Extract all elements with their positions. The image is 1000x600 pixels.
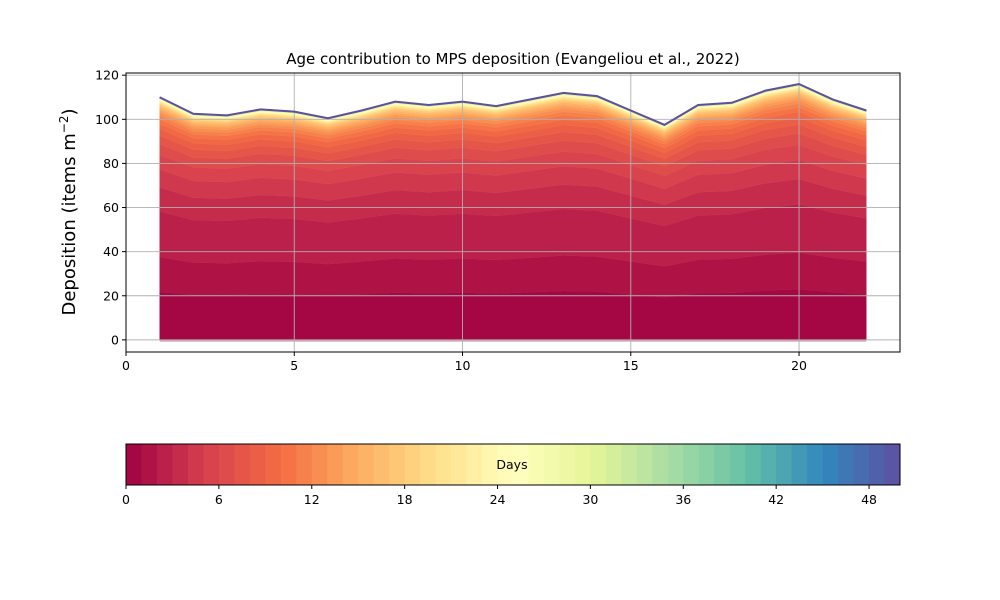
x-tick-label: 0 [122, 358, 130, 373]
colorbar-segment-49 [884, 444, 901, 485]
colorbar-segment-48 [869, 444, 886, 485]
x-tick-label: 20 [791, 358, 807, 373]
colorbar-segment-29 [574, 444, 591, 485]
plot-area [159, 83, 867, 342]
colorbar-segment-6 [218, 444, 235, 485]
colorbar-segment-45 [822, 444, 839, 485]
colorbar-segment-35 [667, 444, 684, 485]
colorbar-segment-19 [420, 444, 437, 485]
colorbar-segment-25 [513, 444, 529, 485]
colorbar-tick-label: 6 [215, 492, 223, 507]
x-tick-label: 10 [455, 358, 471, 373]
total-series-line [159, 82, 867, 126]
colorbar-segment-31 [605, 444, 622, 485]
colorbar-frame [125, 443, 901, 486]
colorbar-segment-37 [698, 444, 715, 485]
colorbar-segment-15 [358, 444, 375, 485]
colorbar-tick-label: 42 [768, 492, 784, 507]
colorbar-segment-5 [203, 444, 220, 485]
colorbar-segment-21 [451, 444, 468, 485]
y-tick-label: 60 [103, 200, 119, 215]
y-tick-label: 20 [103, 288, 119, 303]
colorbar-segment-39 [729, 444, 746, 485]
colorbar-segment-23 [482, 444, 499, 485]
colorbar-segment-17 [389, 444, 406, 485]
y-tick-label: 120 [95, 68, 119, 83]
x-axis-ticks: 0 5 10 15 20 [122, 352, 807, 373]
x-tick-label: 5 [290, 358, 298, 373]
colorbar-segment-14 [342, 444, 359, 485]
colorbar-segment-0 [126, 444, 142, 485]
colorbar-segment-24 [497, 444, 514, 485]
colorbar-segment-46 [838, 444, 855, 485]
colorbar-segment-11 [296, 444, 313, 485]
colorbar-tick-label: 36 [675, 492, 691, 507]
colorbar-segment-32 [621, 444, 638, 485]
colorbar-segment-47 [853, 444, 870, 485]
colorbar-segment-2 [156, 444, 173, 485]
colorbar-segment-3 [172, 444, 189, 485]
colorbar-segment-18 [404, 444, 421, 485]
colorbar [126, 444, 901, 485]
colorbar-segment-34 [652, 444, 669, 485]
colorbar-segment-28 [559, 444, 576, 485]
colorbar-segment-36 [683, 444, 700, 485]
colorbar-segment-22 [466, 444, 483, 485]
colorbar-segment-4 [187, 444, 204, 485]
y-tick-label: 80 [103, 156, 119, 171]
colorbar-segment-43 [791, 444, 808, 485]
colorbar-segment-40 [745, 444, 762, 485]
chart-title: Age contribution to MPS deposition (Evan… [286, 50, 740, 68]
total-line [159, 82, 867, 126]
colorbar-segment-41 [760, 444, 777, 485]
colorbar-tick-label: 30 [582, 492, 598, 507]
colorbar-segment-44 [807, 444, 824, 485]
y-tick-label: 40 [103, 244, 119, 259]
axes-frame [125, 72, 901, 353]
colorbar-segment-27 [543, 444, 560, 485]
colorbar-tick-label: 18 [397, 492, 413, 507]
colorbar-segment-26 [528, 444, 545, 485]
colorbar-segment-16 [373, 444, 390, 485]
colorbar-tick-label: 0 [122, 492, 130, 507]
y-axis-label: Deposition (items m−2) [57, 108, 80, 315]
colorbar-ticks: 0 6 12 18 24 30 36 42 48 [122, 485, 877, 507]
colorbar-label: Days [496, 457, 527, 472]
x-tick-label: 15 [623, 358, 639, 373]
y-tick-label: 100 [95, 112, 119, 127]
age-band-0 [159, 289, 867, 341]
y-axis-ticks: 0 20 40 60 80 100 120 [95, 68, 126, 347]
colorbar-tick-label: 48 [861, 492, 877, 507]
y-tick-label: 0 [111, 332, 119, 347]
colorbar-tick-label: 12 [304, 492, 320, 507]
colorbar-segment-20 [435, 444, 452, 485]
colorbar-segment-38 [714, 444, 731, 485]
colorbar-segment-12 [311, 444, 328, 485]
colorbar-segment-42 [776, 444, 793, 485]
colorbar-segment-7 [234, 444, 251, 485]
colorbar-segment-8 [249, 444, 266, 485]
colorbar-segment-30 [590, 444, 607, 485]
colorbar-tick-label: 24 [490, 492, 506, 507]
colorbar-segment-1 [141, 444, 158, 485]
colorbar-segment-13 [327, 444, 344, 485]
colorbar-segment-9 [265, 444, 282, 485]
colorbar-segment-10 [280, 444, 297, 485]
colorbar-segment-33 [636, 444, 653, 485]
